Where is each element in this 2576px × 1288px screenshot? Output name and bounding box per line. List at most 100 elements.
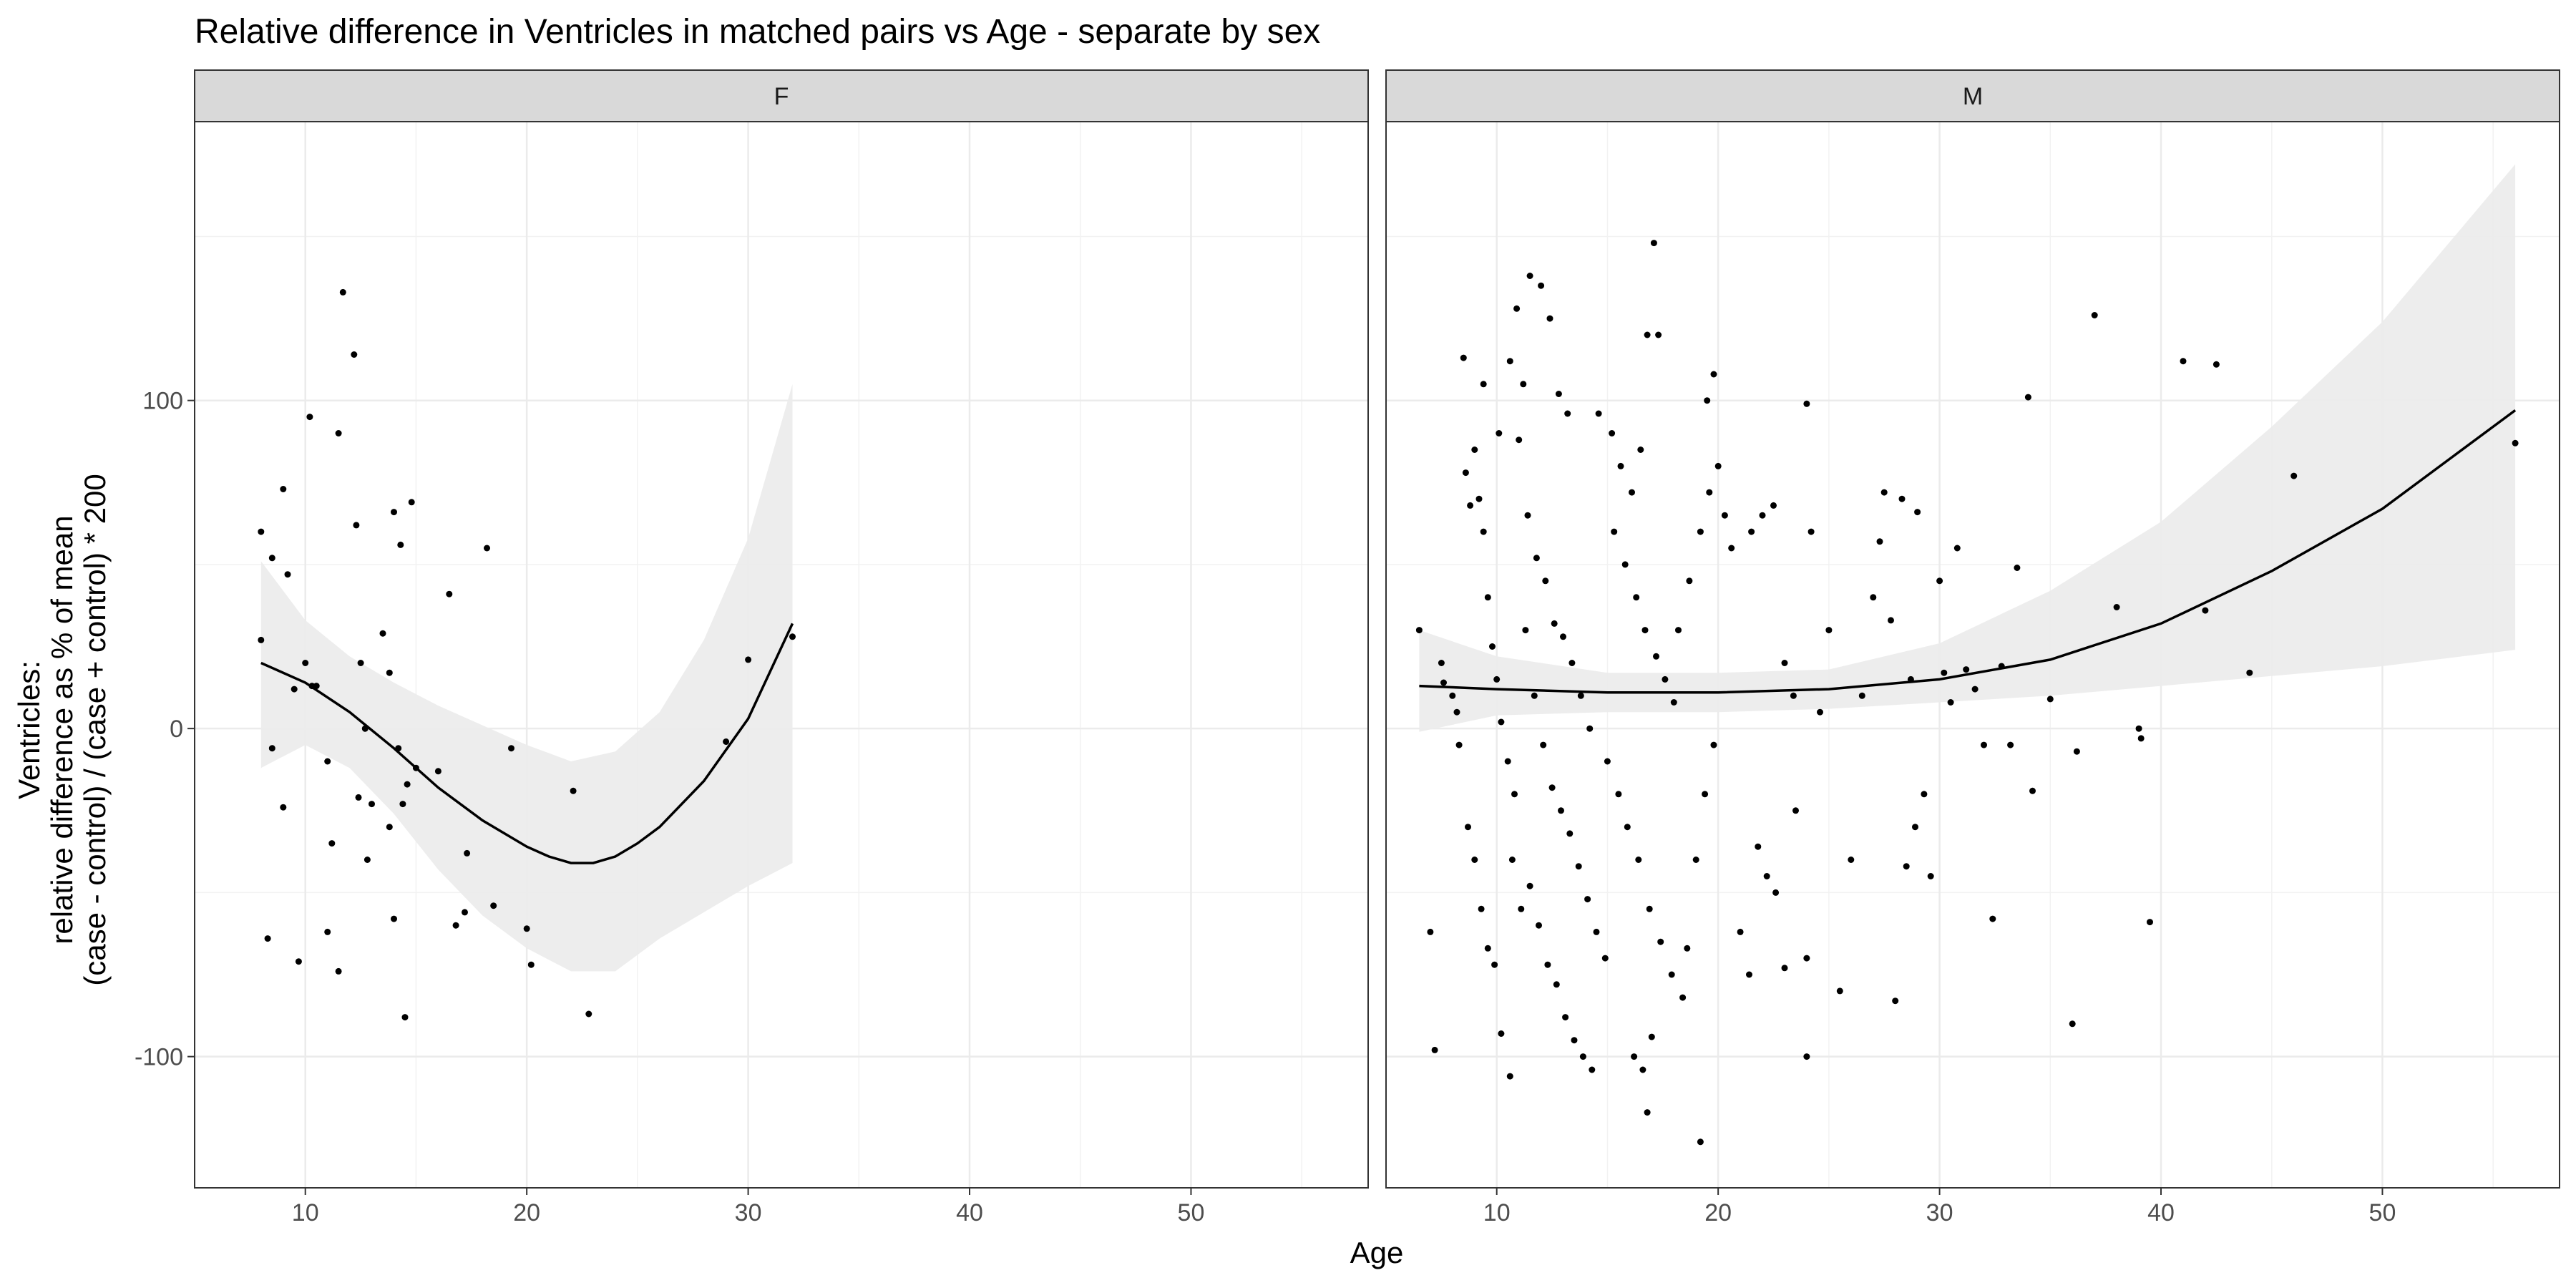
data-point <box>1714 462 1722 469</box>
data-point <box>1759 512 1766 519</box>
data-point <box>1438 660 1445 666</box>
data-point <box>1892 997 1899 1005</box>
y-tick-label: -100 <box>135 1044 183 1071</box>
data-point <box>404 781 411 788</box>
data-point <box>1538 282 1545 289</box>
data-point <box>1615 791 1622 798</box>
data-point <box>523 925 530 932</box>
data-point <box>1629 489 1635 496</box>
y-axis-title: Ventricles: relative difference as % of … <box>12 474 112 985</box>
data-point <box>1577 692 1584 699</box>
data-point <box>386 669 393 676</box>
x-tick-label: 50 <box>2369 1199 2396 1226</box>
data-point <box>452 922 459 929</box>
data-point <box>1755 843 1762 850</box>
facet-f-trend-line <box>260 623 794 864</box>
facet-f-points <box>258 288 796 1021</box>
data-point <box>351 351 358 358</box>
data-point <box>258 528 265 535</box>
data-point <box>1631 1053 1638 1060</box>
data-point <box>386 824 393 831</box>
data-point <box>1803 1053 1810 1060</box>
data-point <box>1721 512 1728 519</box>
data-point <box>1880 489 1888 496</box>
data-point <box>1641 627 1649 634</box>
data-point <box>1662 675 1669 683</box>
data-point <box>1792 807 1799 814</box>
facet-f-border <box>194 121 1369 1189</box>
data-point <box>1584 896 1591 903</box>
data-point <box>268 745 275 752</box>
data-point <box>1876 538 1883 545</box>
data-point <box>379 630 386 637</box>
data-point <box>2073 748 2080 755</box>
x-tick-label: 20 <box>1704 1199 1732 1226</box>
data-point <box>1646 905 1653 912</box>
data-point <box>1568 660 1576 666</box>
data-point <box>1644 331 1651 338</box>
data-point <box>1453 708 1460 716</box>
data-point <box>1781 660 1788 666</box>
data-point <box>1697 1138 1704 1146</box>
data-point <box>1496 430 1503 436</box>
data-point <box>1478 905 1485 912</box>
data-point <box>306 414 313 421</box>
data-point <box>1427 928 1434 935</box>
data-point <box>2135 725 2142 732</box>
data-point <box>1670 699 1677 706</box>
data-point <box>1526 273 1533 279</box>
data-point <box>1936 577 1943 585</box>
data-point <box>1462 469 1469 477</box>
data-point <box>280 486 287 492</box>
facet-m-confidence-band <box>1419 164 2516 732</box>
data-point <box>1609 430 1616 436</box>
facet-m-points <box>1415 240 2519 1146</box>
data-point <box>1524 512 1531 519</box>
data-point <box>1953 545 1961 552</box>
data-point <box>1921 791 1928 798</box>
data-point <box>1575 863 1582 870</box>
data-point <box>1710 741 1717 748</box>
data-point <box>1704 397 1711 404</box>
data-point <box>1548 784 1556 791</box>
data-point <box>1653 653 1659 660</box>
data-point <box>1702 791 1709 798</box>
data-point <box>508 745 514 752</box>
data-point <box>2069 1020 2076 1028</box>
data-point <box>1903 863 1910 870</box>
data-point <box>789 633 796 640</box>
data-point <box>1648 1033 1655 1040</box>
data-point <box>1639 1066 1646 1073</box>
data-point <box>2202 607 2209 614</box>
data-point <box>1511 791 1518 798</box>
data-point <box>1520 381 1527 388</box>
y-tick-label: 0 <box>170 716 183 743</box>
facet-m: M 10 20 30 40 50 <box>1385 69 2560 1226</box>
data-point <box>335 967 342 975</box>
data-point <box>1803 955 1810 962</box>
data-point <box>1668 971 1675 978</box>
data-point <box>1586 725 1594 732</box>
data-point <box>280 804 287 811</box>
data-point <box>1593 928 1600 935</box>
data-point <box>1790 692 1797 699</box>
data-point <box>328 840 336 847</box>
data-point <box>1870 594 1877 601</box>
data-point <box>1465 824 1471 831</box>
y-axis-title-line-1: Ventricles: <box>12 660 46 799</box>
facet-m-border <box>1385 121 2560 1189</box>
data-point <box>1506 358 1513 365</box>
data-point <box>462 909 468 916</box>
data-point <box>1533 555 1540 562</box>
data-point <box>258 636 265 643</box>
data-point <box>1697 528 1704 535</box>
data-point <box>1564 410 1571 417</box>
data-point <box>1491 961 1498 968</box>
data-point <box>1475 495 1483 502</box>
facet-m-strip-label: M <box>1963 83 1983 110</box>
data-point <box>1621 561 1629 568</box>
data-point <box>1493 675 1501 683</box>
data-point <box>1484 945 1491 952</box>
facet-f: F 10 20 30 40 50 <box>194 69 1369 1226</box>
data-point <box>570 787 577 794</box>
